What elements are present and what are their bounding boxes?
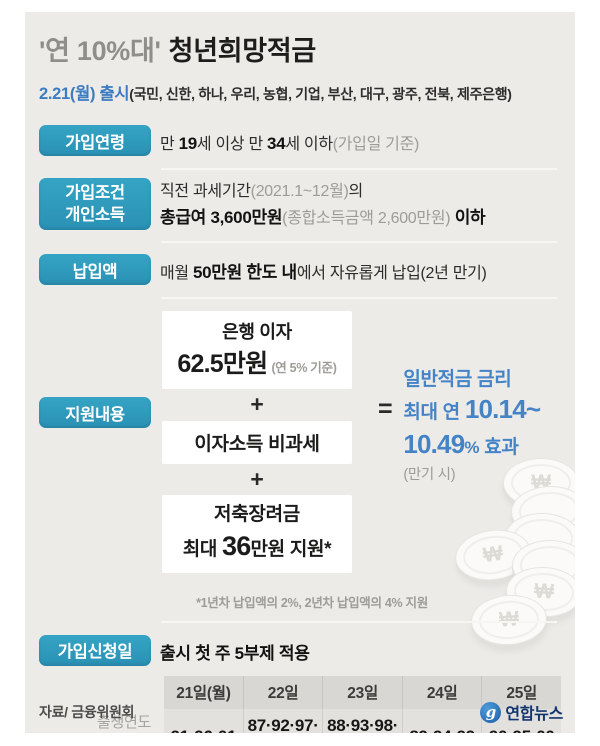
result-rate-min: 10.14~	[464, 393, 541, 424]
schedule-desc: 출시 첫 주 5부제 적용	[160, 643, 310, 663]
section-divider	[161, 620, 557, 623]
result-line1: 일반적금 금리	[403, 369, 512, 391]
income-line1-end: 의	[348, 182, 364, 200]
deposit-badge-label: 납입액	[72, 262, 118, 281]
deposit-badge: 납입액	[39, 254, 151, 286]
savings-incentive-box: 저축장려금 최대 36만원 지원*	[162, 495, 352, 573]
support-boxes: 은행 이자 62.5만원 (연 5% 기준) + 이자소득 비과세 + 저축장려…	[162, 311, 352, 573]
table-cell: 90·95·00	[481, 709, 561, 733]
launch-subtitle: 2.21(월) 출시(국민, 신한, 하나, 우리, 농협, 기업, 부산, 대…	[39, 80, 561, 104]
birth-year-label: 출생연도	[97, 713, 152, 731]
bank-interest-box: 은행 이자 62.5만원 (연 5% 기준)	[162, 311, 352, 390]
table-cell: 88·93·98·03	[322, 709, 403, 733]
savings-incentive-part: 최대	[182, 539, 223, 561]
table-cell: 91·96·01	[164, 709, 244, 733]
age-badge-label: 가입연령	[65, 133, 125, 152]
result-line2-label: 최대 연	[403, 401, 465, 423]
age-text-part: 세 이하	[285, 136, 333, 154]
schedule-table-wrap: 출생연도 21일(월) 22일 23일 24일 25일 91·96·01 87·…	[97, 676, 561, 733]
age-min: 19	[178, 134, 198, 154]
section-divider	[161, 167, 557, 170]
result-rate-max: 10.49	[403, 429, 465, 460]
schedule-badge: 가입신청일	[39, 634, 151, 666]
schedule-value-row: 91·96·01 87·92·97·02 88·93·98·03 89·94·9…	[164, 709, 561, 733]
title-product-name: 청년희망적금	[168, 36, 317, 66]
infographic-panel: ₩ ₩ ₩ ₩ '연 10%대' 청년희망적금 2.21(월) 출시(국민, 신한…	[25, 12, 575, 733]
bank-interest-amount-line: 62.5만원 (연 5% 기준)	[164, 344, 350, 380]
support-badge-label: 지원내용	[65, 405, 125, 424]
table-cell: 87·92·97·02	[242, 709, 323, 733]
plus-sign: +	[250, 391, 264, 418]
row-support-details: 지원내용 은행 이자 62.5만원 (연 5% 기준) + 이자소득 비과세 +…	[39, 311, 561, 573]
support-badge: 지원내용	[39, 397, 151, 429]
income-badge-line1: 가입조건	[65, 183, 125, 202]
deposit-text: 매월 50만원 한도 내에서 자유롭게 납입(2년 만기)	[160, 254, 487, 287]
income-total-note: (종합소득금액 2,600만원)	[282, 209, 451, 227]
column-header-day2: 22일	[242, 676, 323, 710]
age-text-part: 만	[160, 136, 179, 154]
age-note: (가입일 기준)	[332, 136, 420, 154]
column-header-day4: 24일	[401, 676, 482, 710]
section-divider	[161, 241, 557, 244]
section-divider	[161, 297, 557, 300]
row-eligible-age: 가입연령 만 19세 이상 만 34세 이하(가입일 기준)	[39, 125, 561, 158]
age-text: 만 19세 이상 만 34세 이하(가입일 기준)	[160, 125, 419, 158]
launch-date: 2.21(월) 출시	[39, 85, 130, 104]
savings-incentive-title: 저축장려금	[214, 504, 300, 526]
column-header-day3: 23일	[322, 676, 403, 710]
column-header-day1: 21일(월)	[164, 676, 244, 710]
schedule-table: 21일(월) 22일 23일 24일 25일 91·96·01 87·92·97…	[164, 676, 561, 733]
yonhap-logo: g 연합뉴스	[480, 700, 563, 724]
source-credit: 자료/ 금융위원회	[39, 704, 135, 720]
result-line2: 최대 연 10.14~	[403, 392, 541, 427]
schedule-text: 출시 첫 주 5부제 적용	[160, 635, 310, 668]
result-text: 일반적금 금리 최대 연 10.14~ 10.49% 효과 (만기 시)	[403, 368, 541, 484]
bank-list: (국민, 신한, 하나, 우리, 농협, 기업, 부산, 대구, 광주, 전북,…	[129, 86, 512, 103]
income-salary-limit: 총급여 3,600만원	[160, 207, 283, 227]
plus-sign: +	[250, 465, 264, 492]
title-rate-quote: '연 10%대'	[39, 36, 161, 66]
percent-sign: %	[464, 438, 480, 458]
income-line2-end: 이하	[450, 207, 486, 227]
bank-interest-note: (연 5% 기준)	[271, 361, 337, 376]
coin-stack-illustration: ₩ ₩ ₩ ₩	[25, 12, 575, 733]
age-max: 34	[267, 134, 286, 154]
tax-exempt-box: 이자소득 비과세	[162, 420, 352, 464]
schedule-header-row: 21일(월) 22일 23일 24일 25일	[164, 676, 561, 710]
footer: 자료/ 금융위원회 g 연합뉴스	[39, 700, 563, 724]
page-title: '연 10%대' 청년희망적금	[39, 36, 561, 67]
savings-incentive-amount-line: 최대 36만원 지원*	[164, 528, 350, 564]
deposit-text-part: 매월	[160, 265, 193, 283]
deposit-limit: 50만원 한도 내	[193, 263, 297, 283]
age-text-part: 세 이상 만	[196, 136, 268, 154]
schedule-badge-label: 가입신청일	[57, 643, 133, 661]
bank-interest-title: 은행 이자	[222, 322, 292, 343]
equals-sign: =	[378, 395, 393, 424]
income-line1: 직전 과세기간(2021.1~12월)의	[160, 180, 485, 205]
deposit-text-part: 에서 자유롭게 납입(2년 만기)	[296, 265, 487, 283]
maturity-note: (만기 시)	[403, 467, 456, 484]
income-line1-text: 직전 과세기간	[160, 182, 251, 200]
bank-interest-amount: 62.5만원	[177, 350, 268, 379]
row-deposit-amount: 납입액 매월 50만원 한도 내에서 자유롭게 납입(2년 만기)	[39, 254, 561, 287]
savings-incentive-part: 만원 지원*	[250, 539, 332, 561]
result-line3-end: 효과	[479, 437, 519, 459]
support-result: = 일반적금 금리 최대 연 10.14~ 10.49% 효과 (만기 시)	[378, 368, 541, 484]
income-text: 직전 과세기간(2021.1~12월)의 총급여 3,600만원(종합소득금액 …	[160, 178, 486, 232]
age-badge: 가입연령	[39, 125, 151, 157]
income-line2: 총급여 3,600만원(종합소득금액 2,600만원) 이하	[160, 205, 486, 232]
yonhap-logo-text: 연합뉴스	[505, 706, 563, 723]
row-application-dates: 가입신청일 출시 첫 주 5부제 적용	[39, 634, 561, 668]
savings-incentive-amount: 36	[222, 531, 251, 562]
yonhap-logo-icon: g	[480, 701, 502, 723]
result-line3: 10.49% 효과	[403, 427, 540, 462]
incentive-footnote: *1년차 납입액의 2%, 2년차 납입액의 4% 지원	[196, 595, 428, 610]
income-badge-line2: 개인소득	[65, 206, 125, 225]
income-period-note: (2021.1~12월)	[250, 182, 349, 200]
table-cell: 89·94·99	[401, 709, 482, 733]
